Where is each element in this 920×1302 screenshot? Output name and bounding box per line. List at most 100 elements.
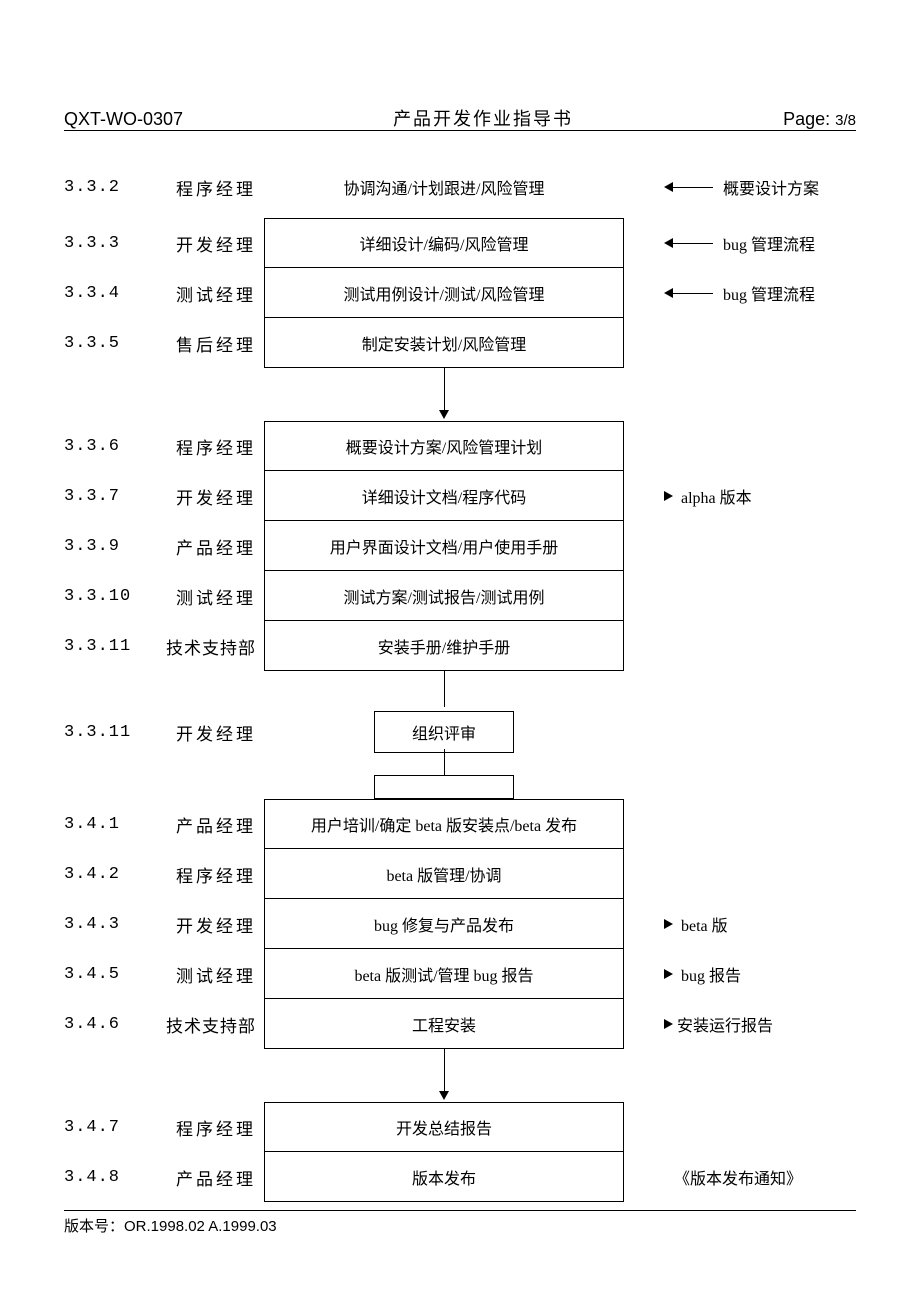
flow-row: 3.4.3 开发经理 bug 修复与产品发布 beta 版 [64,899,856,949]
side-note: alpha 版本 [664,484,864,508]
task-box: beta 版测试/管理 bug 报告 [264,949,624,999]
row-role: 测试经理 [106,962,256,987]
side-note: 安装运行报告 [664,1012,864,1036]
task-text: 版本发布 [412,1165,476,1189]
arrow-line [673,243,713,244]
flow-row: 3.3.11 开发经理 组织评审 [64,707,856,757]
flow-row: 3.4.2 程序经理 beta 版管理/协调 [64,849,856,899]
version-label: 版本号： [64,1218,124,1235]
task-box: 测试方案/测试报告/测试用例 [264,571,624,621]
row-role: 程序经理 [106,434,256,459]
side-text: alpha 版本 [681,484,752,508]
task-box: 制定安装计划/风险管理 [264,318,624,368]
arrow-line [673,187,713,188]
task-text: beta 版测试/管理 bug 报告 [354,962,533,986]
task-text: 用户界面设计文档/用户使用手册 [330,534,558,558]
side-text: 《版本发布通知》 [674,1165,802,1189]
flow-row: 3.3.11 技术支持部 安装手册/维护手册 [64,621,856,671]
task-box: 详细设计文档/程序代码 [264,471,624,521]
task-box: 工程安装 [264,999,624,1049]
side-note: bug 管理流程 [664,231,864,255]
row-role: 技术支持部 [106,1012,256,1037]
arrow-head-icon [664,919,673,929]
doc-title: 产品开发作业指导书 [393,105,573,131]
flow-row: 3.3.4 测试经理 测试用例设计/测试/风险管理 bug 管理流程 [64,268,856,318]
task-box: 详细设计/编码/风险管理 [264,218,624,268]
side-text: bug 管理流程 [723,281,815,305]
flow-row: 3.3.3 开发经理 详细设计/编码/风险管理 bug 管理流程 [64,218,856,268]
side-note: bug 管理流程 [664,281,864,305]
flow-row: 3.3.2 程序经理 协调沟通/计划跟进/风险管理 概要设计方案 [64,162,856,212]
task-text: 用户培训/确定 beta 版安装点/beta 发布 [311,812,577,836]
side-note: 概要设计方案 [664,175,864,199]
row-role: 开发经理 [106,720,256,745]
row-role: 开发经理 [106,231,256,256]
side-text: 安装运行报告 [677,1012,773,1036]
flow-row: 3.4.5 测试经理 beta 版测试/管理 bug 报告 bug 报告 [64,949,856,999]
side-note: beta 版 [664,912,864,936]
task-box: 组织评审 [374,711,514,753]
row-role: 程序经理 [106,862,256,887]
task-box: 安装手册/维护手册 [264,621,624,671]
task-text: beta 版管理/协调 [386,862,501,886]
task-text: 制定安装计划/风险管理 [362,331,526,355]
task-text: 开发总结报告 [396,1115,492,1139]
row-role: 售后经理 [106,331,256,356]
row-role: 技术支持部 [106,634,256,659]
side-text: beta 版 [681,912,728,936]
row-task: 协调沟通/计划跟进/风险管理 [264,175,624,199]
page: QXT-WO-0307 产品开发作业指导书 Page: 3/8 3.3.2 程序… [0,0,920,1302]
arrow-head-icon [664,491,673,501]
side-text: bug 报告 [681,962,741,986]
page-footer: 版本号：OR.1998.02 A.1999.03 [64,1210,856,1236]
page-header: QXT-WO-0307 产品开发作业指导书 Page: 3/8 [64,105,856,131]
task-box: 版本发布 [264,1152,624,1202]
row-role: 程序经理 [106,175,256,200]
task-text: 概要设计方案/风险管理计划 [346,434,542,458]
row-role: 产品经理 [106,1165,256,1190]
task-box: 用户界面设计文档/用户使用手册 [264,521,624,571]
flow-row: 3.3.9 产品经理 用户界面设计文档/用户使用手册 [64,521,856,571]
task-text: 详细设计/编码/风险管理 [360,231,529,255]
page-num: 3/8 [835,112,856,129]
task-box: 测试用例设计/测试/风险管理 [264,268,624,318]
arrow-head-icon [664,1019,673,1029]
task-text: 测试用例设计/测试/风险管理 [344,281,545,305]
task-text: 工程安装 [412,1012,476,1036]
row-role: 产品经理 [106,812,256,837]
flow-row: 3.3.5 售后经理 制定安装计划/风险管理 [64,318,856,368]
side-text: bug 管理流程 [723,231,815,255]
flow-row: 3.4.6 技术支持部 工程安装 安装运行报告 [64,999,856,1049]
task-box: 开发总结报告 [264,1102,624,1152]
task-text: bug 修复与产品发布 [374,912,514,936]
task-text: 测试方案/测试报告/测试用例 [344,584,545,608]
empty-connector-box [374,775,514,799]
task-box: bug 修复与产品发布 [264,899,624,949]
side-note: 《版本发布通知》 [674,1165,874,1189]
flow-row: 3.3.10 测试经理 测试方案/测试报告/测试用例 [64,571,856,621]
row-role: 开发经理 [106,484,256,509]
task-text: 安装手册/维护手册 [378,634,510,658]
doc-code: QXT-WO-0307 [64,109,183,130]
side-note: bug 报告 [664,962,864,986]
row-role: 程序经理 [106,1115,256,1140]
row-role: 测试经理 [106,281,256,306]
row-role: 开发经理 [106,912,256,937]
task-box: 概要设计方案/风险管理计划 [264,421,624,471]
arrow-line [673,293,713,294]
task-box: beta 版管理/协调 [264,849,624,899]
arrow-head-icon [664,969,673,979]
task-box: 用户培训/确定 beta 版安装点/beta 发布 [264,799,624,849]
flow-row: 3.3.7 开发经理 详细设计文档/程序代码 alpha 版本 [64,471,856,521]
version-value: OR.1998.02 A.1999.03 [124,1218,277,1235]
flow-row: 3.3.6 程序经理 概要设计方案/风险管理计划 [64,421,856,471]
task-text: 组织评审 [412,720,476,744]
flow-row: 3.4.8 产品经理 版本发布 《版本发布通知》 [64,1152,856,1202]
flow-row: 3.4.1 产品经理 用户培训/确定 beta 版安装点/beta 发布 [64,799,856,849]
page-indicator: Page: 3/8 [783,109,856,130]
side-text: 概要设计方案 [723,175,819,199]
row-role: 产品经理 [106,534,256,559]
flow-row: 3.4.7 程序经理 开发总结报告 [64,1102,856,1152]
task-text: 详细设计文档/程序代码 [362,484,526,508]
page-label: Page: [783,109,835,129]
